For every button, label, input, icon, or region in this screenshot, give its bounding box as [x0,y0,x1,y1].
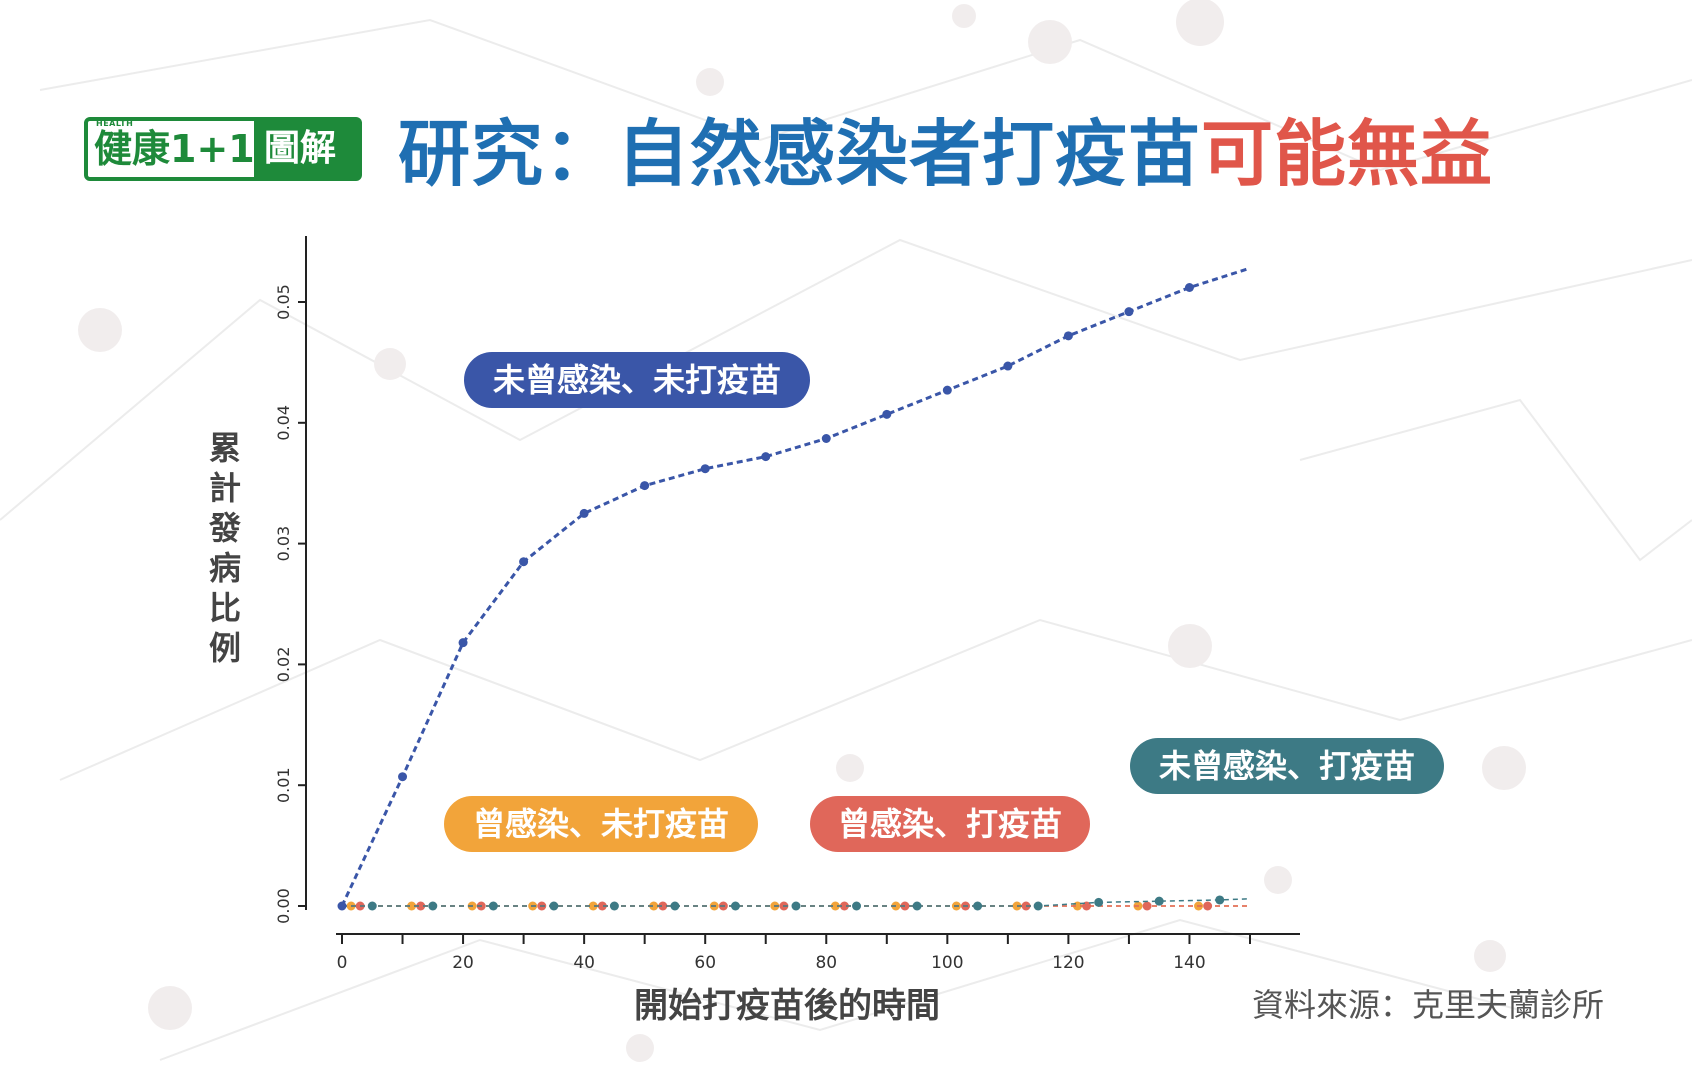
health-logo: HEALTH 健康1+1 圖解 [84,117,362,183]
data-point-2 [1203,901,1213,911]
data-point-0 [337,901,347,911]
data-point-1 [649,901,659,911]
data-point-0 [761,452,771,462]
logo-main-text: 健康1+1 [94,127,255,171]
x-tick-label: 140 [1173,953,1205,973]
legend-uninfected-vaccinated: 未曾感染、打疫苗 [1130,738,1444,794]
data-point-3 [1094,897,1104,907]
data-point-2 [597,901,607,911]
data-point-3 [428,901,438,911]
data-point-1 [407,901,417,911]
x-tick-label: 100 [931,953,963,973]
data-point-2 [1142,901,1152,911]
page-title: 研究：自然感染者打疫苗可能無益 [398,112,1493,196]
data-point-2 [416,901,426,911]
x-tick-label: 0 [337,953,348,973]
logo-small-text: HEALTH [96,119,134,128]
x-tick-label: 120 [1052,953,1084,973]
data-point-2 [839,901,849,911]
data-point-0 [1003,361,1013,371]
data-point-3 [549,901,559,911]
data-point-3 [852,901,862,911]
data-point-3 [1215,895,1225,905]
legend-infected-vaccinated: 曾感染、打疫苗 [810,796,1090,852]
data-point-0 [519,557,529,567]
data-point-0 [882,409,892,419]
data-point-1 [830,901,840,911]
data-point-3 [1033,901,1043,911]
data-point-0 [1184,283,1194,293]
data-point-3 [488,901,498,911]
data-point-0 [821,434,831,444]
title-part2: 可能無益 [1201,112,1494,196]
x-tick-label: 80 [815,953,837,973]
data-point-3 [791,901,801,911]
data-point-0 [700,464,710,474]
legend-unvaccinated-uninfected: 未曾感染、未打疫苗 [464,352,810,408]
y-tick-label: 0.00 [274,888,293,924]
data-point-3 [670,901,680,911]
data-point-0 [1124,307,1134,317]
logo-tag-text: 圖解 [264,128,337,169]
data-point-1 [588,901,598,911]
title-part1: 研究：自然感染者打疫苗 [398,112,1202,196]
source-label: 資料來源：克里夫蘭診所 [1252,986,1605,1024]
data-point-0 [942,385,952,395]
data-point-0 [458,638,468,648]
data-point-3 [912,901,922,911]
data-point-0 [398,772,408,782]
data-point-1 [1012,901,1022,911]
data-point-3 [609,901,619,911]
data-point-2 [658,901,668,911]
y-tick-label: 0.02 [274,647,293,683]
data-point-0 [579,508,589,518]
x-tick-label: 20 [452,953,474,973]
y-tick-label: 0.05 [274,284,293,320]
logo-tag-bg [254,117,362,181]
y-tick-label: 0.04 [274,405,293,441]
legend-infected-unvaccinated: 曾感染、未打疫苗 [444,796,758,852]
data-point-0 [1063,331,1073,341]
data-point-3 [730,901,740,911]
x-axis-label: 開始打疫苗後的時間 [634,986,940,1026]
data-point-0 [640,481,650,491]
series-line-0 [340,266,1251,907]
y-tick-label: 0.03 [274,526,293,562]
data-point-3 [367,901,377,911]
y-axis-label: 累計發病比例 [208,429,241,667]
x-tick-label: 60 [694,953,716,973]
x-tick-label: 40 [573,953,595,973]
data-point-3 [973,901,983,911]
y-tick-label: 0.01 [274,767,293,803]
data-point-3 [1154,896,1164,906]
